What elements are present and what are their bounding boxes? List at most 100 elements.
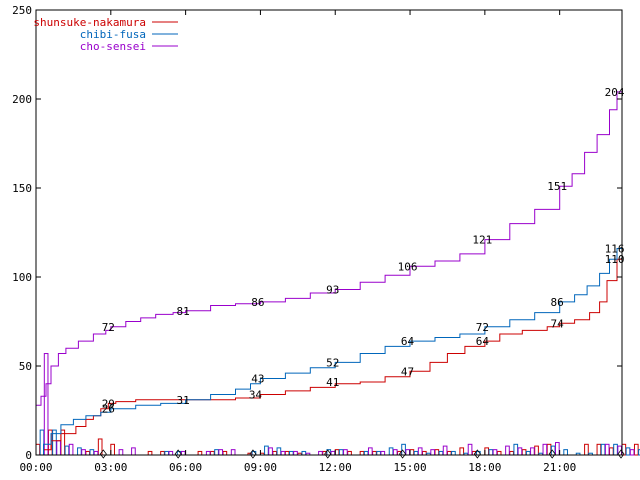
data-label: 72 bbox=[476, 321, 489, 334]
count-bar bbox=[334, 449, 340, 456]
count-bar bbox=[534, 445, 539, 456]
data-label: 81 bbox=[176, 305, 189, 318]
count-bar bbox=[409, 449, 415, 456]
midnight-marker bbox=[399, 449, 407, 459]
data-label: 52 bbox=[326, 356, 339, 369]
count-bar bbox=[110, 443, 115, 456]
count-bar bbox=[563, 449, 568, 456]
legend-label: cho-sensei bbox=[80, 40, 146, 53]
count-bar bbox=[272, 450, 278, 456]
x-tick-label: 12:00 bbox=[319, 461, 352, 474]
data-label: 86 bbox=[551, 296, 564, 309]
x-tick-label: 15:00 bbox=[393, 461, 426, 474]
data-label: 26 bbox=[102, 403, 115, 416]
count-bar bbox=[434, 449, 440, 456]
count-bar bbox=[609, 447, 614, 456]
count-bar bbox=[509, 450, 514, 456]
count-bar bbox=[363, 450, 369, 456]
data-label: 74 bbox=[551, 317, 565, 330]
count-bar bbox=[268, 447, 273, 456]
count-bar bbox=[492, 449, 498, 456]
count-bar bbox=[147, 450, 153, 456]
end-marker bbox=[617, 449, 625, 459]
data-label: 121 bbox=[472, 234, 492, 247]
count-bar bbox=[289, 450, 294, 456]
data-label: 64 bbox=[476, 335, 490, 348]
data-label: 151 bbox=[547, 180, 567, 193]
count-bar bbox=[214, 449, 219, 456]
count-bar bbox=[367, 447, 373, 456]
count-bar bbox=[280, 450, 286, 456]
x-tick-label: 18:00 bbox=[468, 461, 501, 474]
count-bar bbox=[372, 450, 377, 456]
count-bar bbox=[197, 450, 203, 456]
count-bar bbox=[276, 447, 282, 456]
count-bar bbox=[405, 449, 411, 456]
count-bar bbox=[496, 450, 502, 456]
count-bar bbox=[525, 450, 531, 456]
data-label: 116 bbox=[605, 243, 625, 256]
y-tick-label: 100 bbox=[12, 271, 32, 284]
midnight-marker bbox=[99, 449, 107, 459]
count-bar bbox=[43, 353, 49, 456]
x-tick-label: 09:00 bbox=[244, 461, 277, 474]
series-line bbox=[36, 81, 623, 406]
count-bar bbox=[505, 445, 510, 456]
count-bar bbox=[380, 450, 386, 456]
legend-label: shunsuke-nakamura bbox=[33, 16, 146, 29]
count-bar bbox=[513, 443, 519, 456]
count-bar bbox=[467, 443, 473, 456]
data-label: 110 bbox=[605, 253, 625, 266]
count-bar bbox=[517, 447, 523, 456]
count-bar bbox=[446, 450, 452, 456]
count-bar bbox=[118, 449, 124, 456]
data-label: 106 bbox=[398, 260, 418, 273]
data-label: 41 bbox=[326, 376, 339, 389]
count-bar bbox=[160, 450, 165, 456]
y-tick-label: 50 bbox=[19, 360, 32, 373]
count-bar bbox=[85, 450, 91, 456]
count-bar bbox=[284, 450, 290, 456]
count-bar bbox=[604, 443, 610, 456]
count-bar bbox=[330, 450, 336, 456]
data-label: 43 bbox=[251, 372, 264, 385]
count-bar bbox=[625, 447, 631, 456]
count-bar bbox=[376, 450, 381, 456]
count-bar bbox=[438, 450, 444, 456]
data-label: 47 bbox=[401, 365, 414, 378]
count-bar bbox=[413, 450, 419, 456]
count-bar bbox=[81, 449, 86, 456]
count-bar bbox=[35, 443, 41, 456]
count-bar bbox=[600, 443, 606, 456]
midnight-marker bbox=[473, 449, 481, 459]
count-bar bbox=[77, 447, 82, 456]
count-bar bbox=[392, 449, 398, 456]
count-bar bbox=[542, 443, 548, 456]
y-tick-label: 150 bbox=[12, 182, 32, 195]
count-bar bbox=[530, 447, 535, 456]
x-tick-label: 03:00 bbox=[94, 461, 127, 474]
data-label: 93 bbox=[326, 283, 339, 296]
count-bar bbox=[56, 440, 61, 456]
count-bar bbox=[164, 450, 169, 456]
count-bar bbox=[484, 447, 490, 456]
y-axis: 0 50 100 150 200 250 bbox=[12, 4, 622, 462]
data-label: 31 bbox=[176, 394, 189, 407]
series-line bbox=[36, 245, 623, 456]
x-axis: 00:00 03:00 06:00 09:00 12:00 15:00 18:00 21:00 bbox=[19, 10, 576, 474]
count-bar bbox=[180, 450, 186, 456]
y-tick-label: 200 bbox=[12, 93, 32, 106]
midnight-marker bbox=[324, 449, 332, 459]
count-bar bbox=[347, 450, 352, 456]
midnight-marker bbox=[249, 449, 257, 459]
count-bar bbox=[318, 450, 323, 456]
count-bar bbox=[131, 447, 136, 456]
count-bar bbox=[422, 450, 427, 456]
y-tick-label: 0 bbox=[25, 449, 32, 462]
count-bar bbox=[222, 450, 228, 456]
legend-label: chibi-fusa bbox=[80, 28, 146, 41]
count-bar bbox=[451, 450, 456, 456]
series-line bbox=[36, 255, 623, 456]
